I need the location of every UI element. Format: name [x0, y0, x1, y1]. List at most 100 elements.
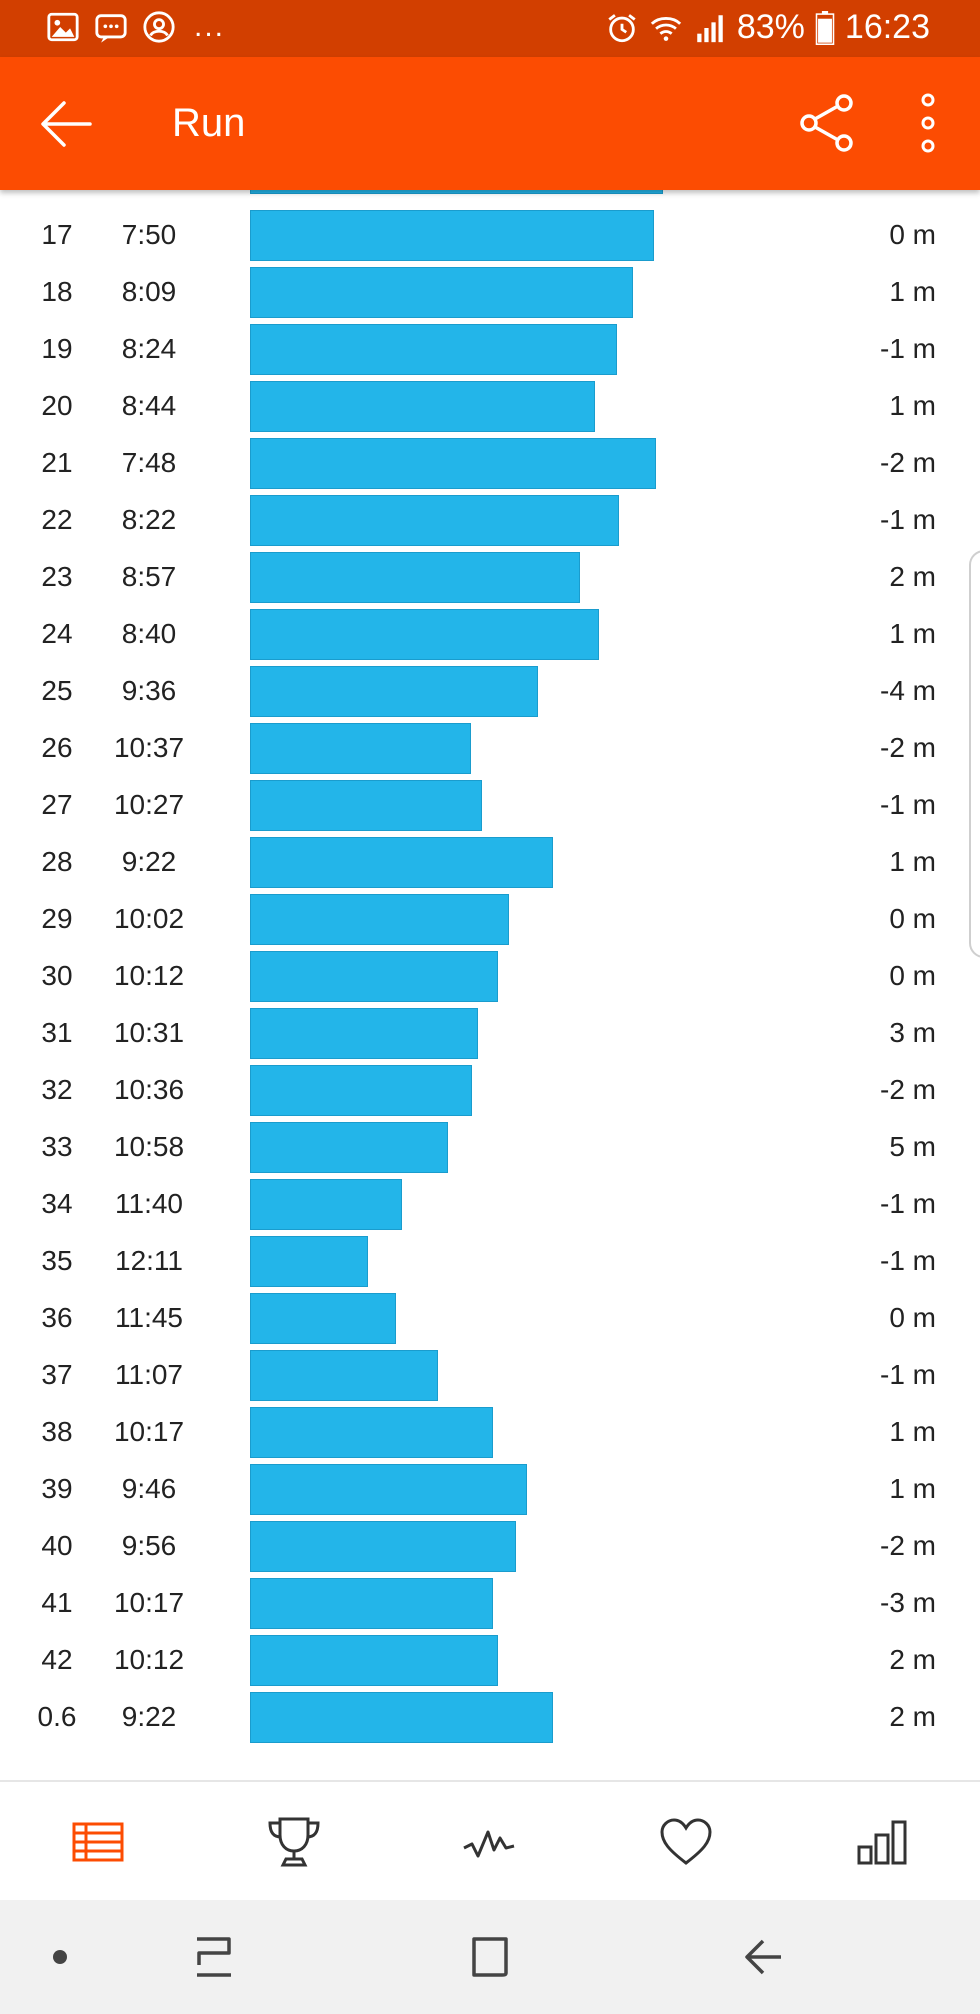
split-number: 27 [41, 789, 73, 820]
split-row[interactable]: 27 10:27 -1 m [0, 777, 980, 834]
split-number: 26 [41, 732, 73, 763]
split-elevation: -1 m [880, 504, 936, 535]
split-number: 0.6 [37, 1701, 77, 1732]
split-row[interactable]: 17 7:50 0 m [0, 207, 980, 264]
split-elevation: 0 m [889, 960, 936, 991]
split-elevation: 2 m [889, 561, 936, 592]
split-pace-bar [250, 1635, 498, 1686]
back-button[interactable] [36, 94, 96, 154]
split-pace: 10:27 [113, 789, 185, 820]
trophy-icon [268, 1817, 320, 1867]
recent-apps-icon [197, 1937, 231, 1977]
status-time: 16:23 [844, 8, 930, 46]
tab-achievements[interactable] [254, 1802, 334, 1882]
split-row[interactable]: 37 11:07 -1 m [0, 1347, 980, 1404]
split-row[interactable]: 31 10:31 3 m [0, 1005, 980, 1062]
split-pace-bar [250, 324, 617, 375]
tab-pace-graph[interactable] [450, 1802, 530, 1882]
split-row[interactable]: 21 7:48 -2 m [0, 435, 980, 492]
splits-table-icon [72, 1822, 124, 1862]
split-elevation: -2 m [880, 1530, 936, 1561]
share-button[interactable] [796, 92, 858, 154]
split-elevation: 1 m [889, 1416, 936, 1447]
split-row[interactable]: 36 11:45 0 m [0, 1290, 980, 1347]
split-pace: 11:40 [115, 1188, 183, 1219]
arrow-left-icon [41, 101, 92, 147]
split-row[interactable]: 35 12:11 -1 m [0, 1233, 980, 1290]
split-number: 20 [41, 390, 73, 421]
split-row[interactable]: 0.6 9:22 2 m [0, 1689, 980, 1746]
system-recent-apps[interactable] [184, 1927, 244, 1987]
split-pace: 10:36 [113, 1074, 185, 1105]
split-pace: 8:40 [121, 618, 177, 649]
split-row[interactable]: 25 9:36 -4 m [0, 663, 980, 720]
tab-analysis[interactable] [842, 1802, 922, 1882]
scroll-handle[interactable] [969, 550, 980, 958]
tab-splits[interactable] [58, 1802, 138, 1882]
split-row[interactable]: 29 10:02 0 m [0, 891, 980, 948]
split-pace: 10:17 [113, 1587, 185, 1618]
split-row[interactable]: 40 9:56 -2 m [0, 1518, 980, 1575]
split-number: 23 [41, 561, 73, 592]
system-back-button[interactable] [734, 1927, 794, 1987]
split-pace-bar [250, 1692, 553, 1743]
split-row[interactable]: 22 8:22 -1 m [0, 492, 980, 549]
split-pace-bar [250, 210, 654, 261]
split-pace: 8:44 [121, 390, 177, 421]
split-row[interactable]: 39 9:46 1 m [0, 1461, 980, 1518]
split-pace-bar [250, 1407, 493, 1458]
split-row[interactable]: 19 8:24 -1 m [0, 321, 980, 378]
split-pace: 8:24 [121, 333, 177, 364]
split-elevation: 0 m [889, 1302, 936, 1333]
splits-list[interactable]: 17 7:50 0 m 18 8:09 1 m 19 8:24 -1 m 20 8:44 1 m 21 7… [0, 190, 980, 1780]
battery-icon [815, 10, 835, 45]
more-options-button[interactable] [910, 90, 946, 156]
battery-percentage: 83% [736, 8, 805, 46]
split-row[interactable]: 38 10:17 1 m [0, 1404, 980, 1461]
split-row[interactable]: 33 10:58 5 m [0, 1119, 980, 1176]
split-number: 37 [41, 1359, 73, 1390]
system-home-button[interactable] [460, 1927, 520, 1987]
account-icon [143, 11, 175, 43]
split-pace-bar [250, 267, 633, 318]
signal-icon [697, 14, 723, 42]
split-elevation: 2 m [889, 1701, 936, 1732]
system-home-dot[interactable] [30, 1927, 90, 1987]
split-row[interactable]: 23 8:57 2 m [0, 549, 980, 606]
split-pace: 11:07 [115, 1359, 183, 1390]
split-row[interactable]: 24 8:40 1 m [0, 606, 980, 663]
split-pace-bar [250, 894, 509, 945]
split-number: 34 [41, 1188, 73, 1219]
split-elevation: -4 m [880, 675, 936, 706]
split-row[interactable]: 41 10:17 -3 m [0, 1575, 980, 1632]
split-pace: 10:12 [113, 1644, 185, 1675]
split-elevation: -2 m [880, 447, 936, 478]
split-pace-bar [250, 1065, 472, 1116]
split-elevation: 1 m [889, 846, 936, 877]
split-elevation: -1 m [880, 1245, 936, 1276]
split-pace-bar [250, 666, 538, 717]
split-elevation: 5 m [889, 1131, 936, 1162]
split-elevation: -3 m [880, 1587, 936, 1618]
split-row[interactable]: 28 9:22 1 m [0, 834, 980, 891]
split-elevation: 1 m [889, 1473, 936, 1504]
split-pace: 7:50 [121, 219, 177, 250]
split-pace-bar [250, 438, 656, 489]
split-pace-bar [250, 552, 580, 603]
alarm-icon [608, 13, 636, 42]
split-row[interactable]: 20 8:44 1 m [0, 378, 980, 435]
split-elevation: -1 m [880, 333, 936, 364]
split-elevation: 1 m [889, 390, 936, 421]
split-row[interactable]: 30 10:12 0 m [0, 948, 980, 1005]
split-row[interactable]: 32 10:36 -2 m [0, 1062, 980, 1119]
split-row[interactable]: 42 10:12 2 m [0, 1632, 980, 1689]
split-row[interactable]: 34 11:40 -1 m [0, 1176, 980, 1233]
split-pace-bar [250, 1122, 448, 1173]
split-row[interactable]: 26 10:37 -2 m [0, 720, 980, 777]
split-pace: 9:22 [121, 846, 177, 877]
home-dot-icon [53, 1950, 67, 1964]
gallery-icon [47, 12, 79, 42]
split-row[interactable]: 18 8:09 1 m [0, 264, 980, 321]
tab-heart-rate[interactable] [646, 1802, 726, 1882]
split-pace-bar [250, 1521, 516, 1572]
